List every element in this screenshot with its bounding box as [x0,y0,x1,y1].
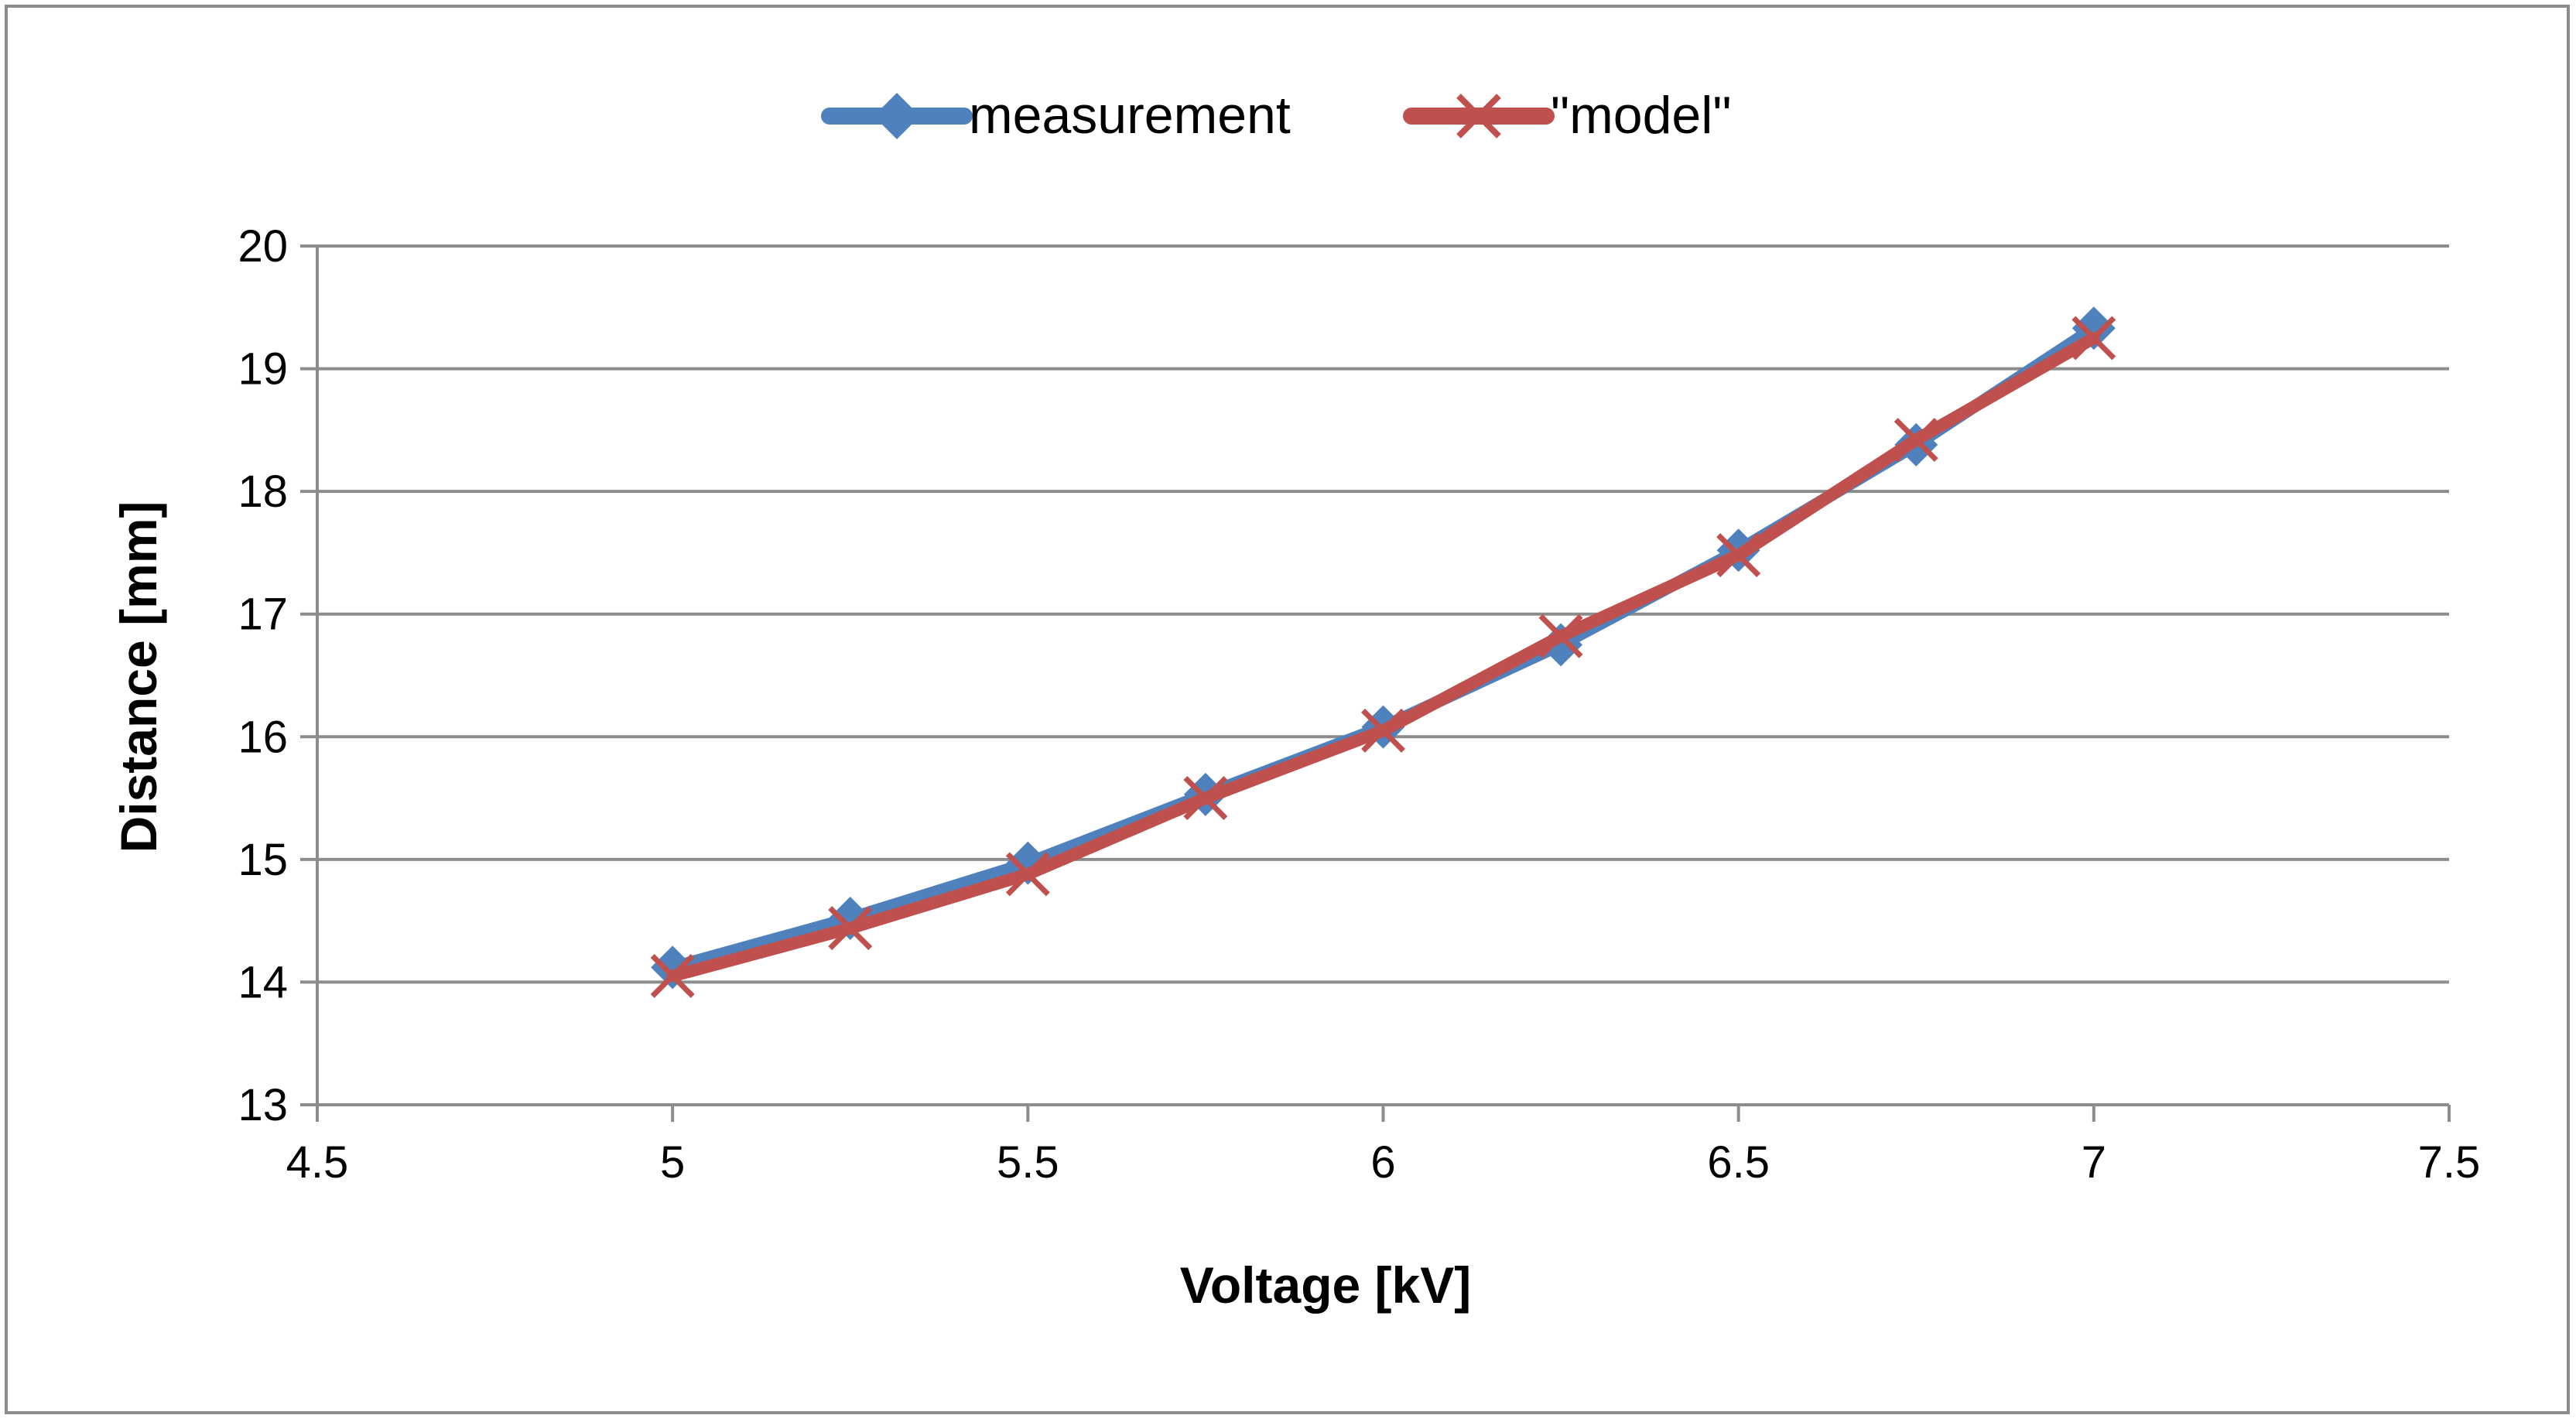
y-tick-label-13: 13 [238,1080,288,1130]
legend-item-model[interactable]: "model" [1403,86,1731,145]
y-tick-label-15: 15 [238,835,288,885]
series-measurement [651,306,2116,990]
series-line-measurement [666,322,2100,974]
y-tick-label-20: 20 [238,221,288,272]
chart-frame [5,5,2570,1414]
point-model-5.75 [1183,776,1228,821]
x-axis-title: Voltage [kV] [1180,1256,1472,1314]
x-tick-label-7: 7 [2082,1137,2106,1188]
series-model [650,316,2116,998]
legend-label-model: "model" [1551,86,1731,145]
series [650,306,2116,998]
legend-marker-measurement [874,93,920,139]
y-tick-label-14: 14 [238,957,288,1007]
x-tick-label-4.5: 4.5 [286,1137,349,1188]
y-axis-title: Distance [mm] [110,501,167,853]
y-tick-label-18: 18 [238,467,288,517]
y-tick-label-17: 17 [238,590,288,640]
x-tick-label-7.5: 7.5 [2418,1137,2481,1188]
point-model-6.25 [1538,614,1583,658]
x-tick-label-6.5: 6.5 [1707,1137,1770,1188]
series-line-model [666,331,2100,983]
legend: measurement "model" [821,86,1731,145]
gridlines [317,244,2449,984]
point-model-5.25 [828,906,873,951]
axes: 13 14 15 16 17 18 19 20 4.5 5 5.5 6 6.5 7 7.5 [238,221,2480,1188]
y-tick-label-19: 19 [238,344,288,395]
legend-marker-model [1456,94,1501,138]
point-model-6.5 [1716,533,1761,578]
point-model-5 [650,954,695,998]
point-model-6 [1361,708,1405,753]
y-tick-label-16: 16 [238,712,288,762]
legend-label-measurement: measurement [969,86,1291,145]
point-model-5.5 [1005,852,1050,897]
point-model-7 [2071,316,2116,361]
x-tick-label-5.5: 5.5 [997,1137,1059,1188]
legend-item-measurement[interactable]: measurement [821,86,1291,145]
point-model-6.75 [1894,418,1938,463]
x-tick-label-6: 6 [1370,1137,1395,1188]
x-tick-label-5: 5 [660,1137,685,1188]
